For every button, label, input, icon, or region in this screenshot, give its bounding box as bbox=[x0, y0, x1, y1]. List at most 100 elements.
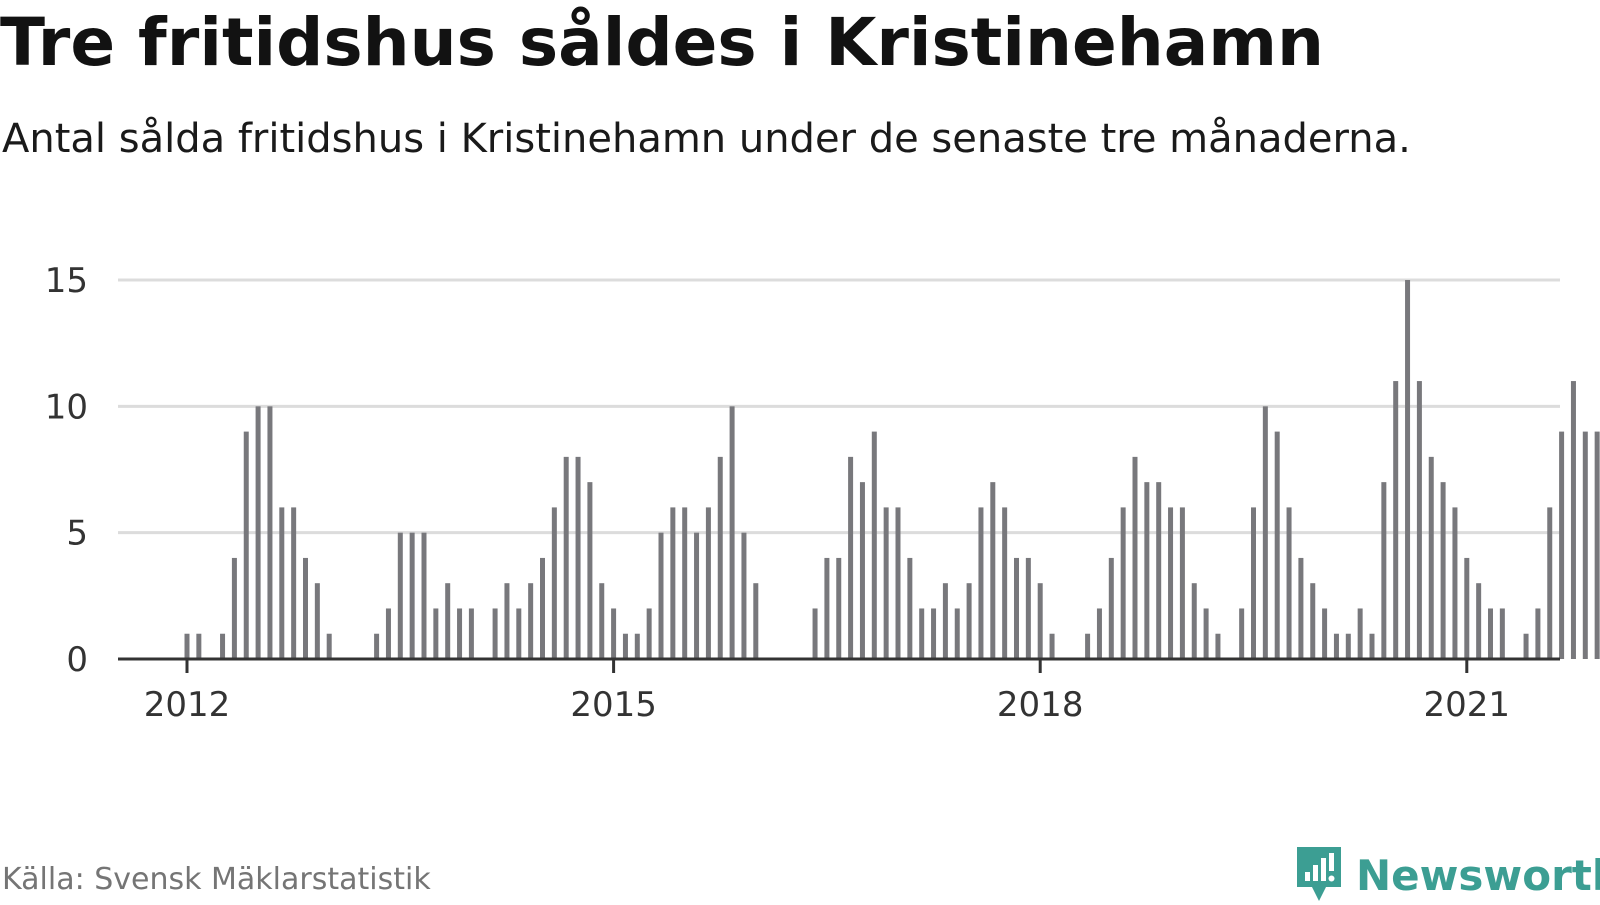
bar bbox=[1215, 634, 1220, 659]
bar bbox=[1429, 457, 1434, 659]
bar bbox=[1370, 634, 1375, 659]
bar bbox=[1204, 608, 1209, 659]
bar bbox=[291, 507, 296, 659]
y-tick-label-5: 5 bbox=[66, 514, 88, 554]
bar bbox=[1322, 608, 1327, 659]
bar bbox=[267, 406, 272, 659]
bar bbox=[659, 533, 664, 659]
bar bbox=[1441, 482, 1446, 659]
bar bbox=[1097, 608, 1102, 659]
bar bbox=[931, 608, 936, 659]
bar bbox=[1535, 608, 1540, 659]
bar bbox=[232, 558, 237, 659]
bar bbox=[753, 583, 758, 659]
bar bbox=[813, 608, 818, 659]
bar bbox=[220, 634, 225, 659]
bar bbox=[1298, 558, 1303, 659]
bar bbox=[1488, 608, 1493, 659]
bar bbox=[1038, 583, 1043, 659]
bar bbox=[1275, 432, 1280, 659]
bar bbox=[647, 608, 652, 659]
bars bbox=[185, 280, 1600, 659]
newsworthy-logo-icon bbox=[1294, 845, 1344, 905]
x-tick-label-2021: 2021 bbox=[1424, 685, 1511, 725]
bar bbox=[860, 482, 865, 659]
bar bbox=[540, 558, 545, 659]
bar bbox=[848, 457, 853, 659]
bar bbox=[410, 533, 415, 659]
bar bbox=[1263, 406, 1268, 659]
bar bbox=[398, 533, 403, 659]
x-axis-ticks: 20122015201820212023 bbox=[144, 659, 1600, 725]
bar bbox=[528, 583, 533, 659]
bar bbox=[1476, 583, 1481, 659]
y-tick-label-15: 15 bbox=[45, 261, 88, 301]
bar bbox=[374, 634, 379, 659]
bar bbox=[1571, 381, 1576, 659]
bar bbox=[1464, 558, 1469, 659]
bar bbox=[1346, 634, 1351, 659]
bar bbox=[1393, 381, 1398, 659]
bar bbox=[457, 608, 462, 659]
bar bbox=[990, 482, 995, 659]
grid-lines bbox=[118, 280, 1560, 533]
bar bbox=[1405, 280, 1410, 659]
bar bbox=[670, 507, 675, 659]
bar bbox=[244, 432, 249, 659]
bar bbox=[907, 558, 912, 659]
bar bbox=[433, 608, 438, 659]
bar bbox=[576, 457, 581, 659]
bar bbox=[256, 406, 261, 659]
bar bbox=[493, 608, 498, 659]
bar bbox=[303, 558, 308, 659]
bar bbox=[1310, 583, 1315, 659]
bar bbox=[1524, 634, 1529, 659]
bar bbox=[1156, 482, 1161, 659]
bar bbox=[978, 507, 983, 659]
bar bbox=[469, 608, 474, 659]
bar bbox=[1192, 583, 1197, 659]
bar bbox=[682, 507, 687, 659]
bar bbox=[1547, 507, 1552, 659]
bar bbox=[1251, 507, 1256, 659]
bar bbox=[327, 634, 332, 659]
bar bbox=[1358, 608, 1363, 659]
bar bbox=[504, 583, 509, 659]
bar bbox=[623, 634, 628, 659]
bar bbox=[1109, 558, 1114, 659]
bar bbox=[1559, 432, 1564, 659]
source-note: Källa: Svensk Mäklarstatistik bbox=[2, 862, 431, 897]
bar bbox=[896, 507, 901, 659]
y-tick-label-10: 10 bbox=[45, 387, 88, 427]
x-tick-label-2012: 2012 bbox=[144, 685, 231, 725]
bar bbox=[1381, 482, 1386, 659]
bar bbox=[1287, 507, 1292, 659]
bar bbox=[1500, 608, 1505, 659]
bar bbox=[516, 608, 521, 659]
bar bbox=[1121, 507, 1126, 659]
bar bbox=[1050, 634, 1055, 659]
bar bbox=[587, 482, 592, 659]
bar bbox=[919, 608, 924, 659]
bar bbox=[730, 406, 735, 659]
bar bbox=[872, 432, 877, 659]
bar bbox=[694, 533, 699, 659]
bar bbox=[315, 583, 320, 659]
bar bbox=[741, 533, 746, 659]
bar bbox=[1002, 507, 1007, 659]
bar bbox=[1239, 608, 1244, 659]
bar bbox=[1085, 634, 1090, 659]
bar bbox=[1583, 432, 1588, 659]
bar bbox=[599, 583, 604, 659]
bar bbox=[185, 634, 190, 659]
bar bbox=[967, 583, 972, 659]
bar bbox=[1180, 507, 1185, 659]
bar bbox=[386, 608, 391, 659]
bar bbox=[1168, 507, 1173, 659]
bar bbox=[706, 507, 711, 659]
bar bbox=[955, 608, 960, 659]
bar bbox=[1417, 381, 1422, 659]
bar bbox=[943, 583, 948, 659]
